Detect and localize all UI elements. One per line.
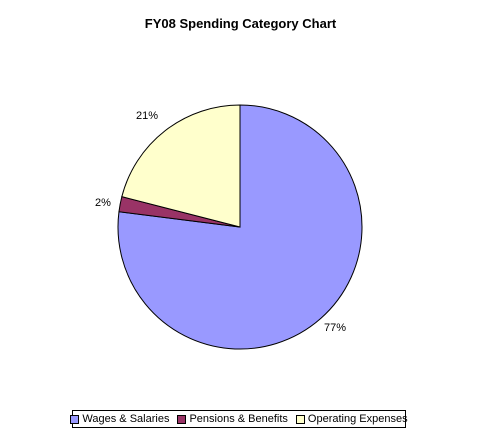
- legend-item-operating-expenses: Operating Expenses: [295, 413, 408, 425]
- slice-label-wages-salaries: 77%: [324, 322, 346, 334]
- legend-label: Operating Expenses: [307, 413, 408, 425]
- legend-label: Pensions & Benefits: [189, 413, 288, 425]
- legend-item-wages-salaries: Wages & Salaries: [70, 413, 169, 425]
- legend-swatch: [70, 414, 80, 424]
- legend-swatch: [295, 414, 305, 424]
- slice-label-operating-expenses: 21%: [136, 110, 158, 122]
- chart-legend: Wages & Salaries Pensions & Benefits Opera…: [70, 410, 408, 428]
- legend-swatch: [177, 414, 187, 424]
- legend-label: Wages & Salaries: [82, 413, 170, 425]
- slice-label-pensions-benefits: 2%: [95, 197, 111, 209]
- pie-slice-operating-expenses: [121, 104, 241, 228]
- legend-item-pensions-benefits: Pensions & Benefits: [177, 413, 288, 425]
- chart-title: FY08 Spending Category Chart: [144, 16, 337, 31]
